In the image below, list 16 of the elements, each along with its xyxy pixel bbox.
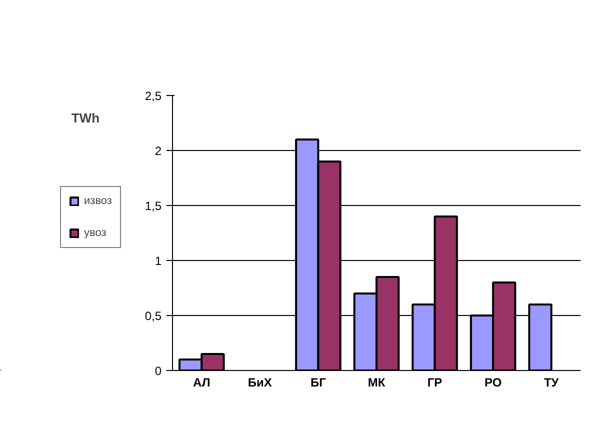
y-tick-label: 0,5 — [144, 309, 162, 323]
x-tick-label: МК — [368, 376, 386, 390]
y-axis-title: TWh — [71, 110, 100, 126]
y-tick-label: 1,5 — [144, 199, 162, 213]
x-tick-label: БиХ — [248, 376, 272, 390]
x-tick-label: АЛ — [193, 376, 210, 390]
legend-label: увоз — [84, 227, 106, 239]
x-tick-label: РО — [484, 376, 502, 390]
x-tick-label: БГ — [310, 376, 326, 390]
x-tick-label: ГР — [427, 376, 442, 390]
y-tick-label: 1 — [154, 254, 162, 268]
legend-label: извоз — [84, 195, 112, 207]
y-tick-label: 0 — [154, 364, 162, 378]
y-tick-label: 2 — [154, 144, 162, 158]
x-tick-label: ТУ — [544, 376, 560, 390]
y-tick-label: 2,5 — [144, 89, 162, 103]
